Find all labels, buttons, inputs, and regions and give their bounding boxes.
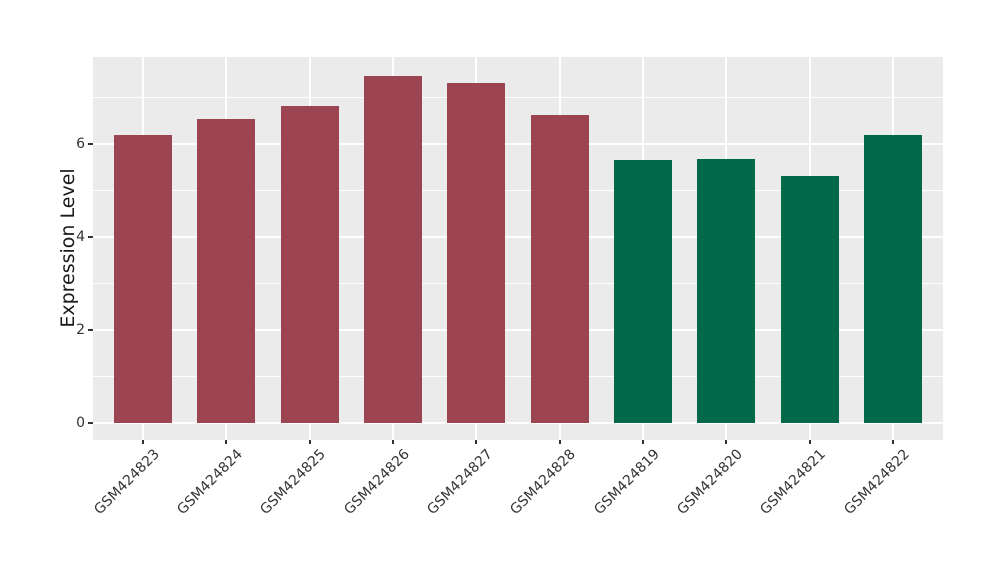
gridline-minor	[93, 97, 943, 99]
bar-GSM424822	[863, 134, 923, 423]
y-tick-label: 2	[76, 321, 85, 338]
y-tick-mark	[88, 235, 93, 238]
bar-GSM424827	[447, 83, 506, 423]
x-tick-mark	[558, 440, 561, 444]
bar-GSM424825	[280, 105, 339, 423]
bar-GSM424828	[530, 115, 589, 423]
plot-panel	[93, 57, 943, 440]
gridline-major	[93, 143, 943, 146]
x-tick-mark	[808, 440, 811, 444]
x-tick-label: GSM424827	[424, 446, 496, 518]
gridline-minor	[93, 282, 943, 284]
y-tick-mark	[88, 328, 93, 331]
x-tick-label: GSM424820	[674, 446, 746, 518]
y-axis-title: Expression Level	[57, 168, 79, 328]
bar-GSM424820	[697, 159, 756, 423]
gridline-minor	[93, 375, 943, 377]
y-tick-mark	[88, 421, 93, 424]
bar-GSM424824	[197, 118, 256, 423]
y-tick-label: 4	[76, 228, 85, 245]
x-tick-label: GSM424821	[757, 446, 830, 518]
x-tick-mark	[392, 440, 394, 444]
x-tick-mark	[725, 440, 728, 444]
y-tick-label: 6	[76, 136, 85, 153]
gridline-major	[93, 421, 943, 424]
y-tick-mark	[88, 143, 93, 146]
x-tick-mark	[892, 440, 894, 444]
x-tick-label: GSM424828	[507, 446, 580, 518]
x-tick-mark	[142, 440, 144, 444]
bar-GSM424819	[613, 160, 673, 423]
bar-GSM424823	[113, 134, 173, 423]
bar-GSM424821	[780, 176, 839, 423]
x-tick-mark	[642, 440, 644, 444]
gridline-major	[93, 328, 943, 331]
y-tick-label: 0	[76, 414, 85, 431]
x-tick-mark	[308, 440, 311, 444]
x-tick-label: GSM424819	[591, 446, 663, 518]
gridline-major	[93, 235, 943, 238]
x-tick-label: GSM424823	[91, 446, 163, 518]
x-tick-label: GSM424826	[341, 446, 413, 518]
x-tick-label: GSM424822	[841, 446, 913, 518]
x-tick-label: GSM424825	[257, 446, 330, 518]
x-tick-mark	[225, 440, 228, 444]
bar-GSM424826	[363, 75, 423, 423]
gridline-minor	[93, 189, 943, 191]
x-tick-label: GSM424824	[174, 446, 246, 518]
x-tick-mark	[475, 440, 478, 444]
